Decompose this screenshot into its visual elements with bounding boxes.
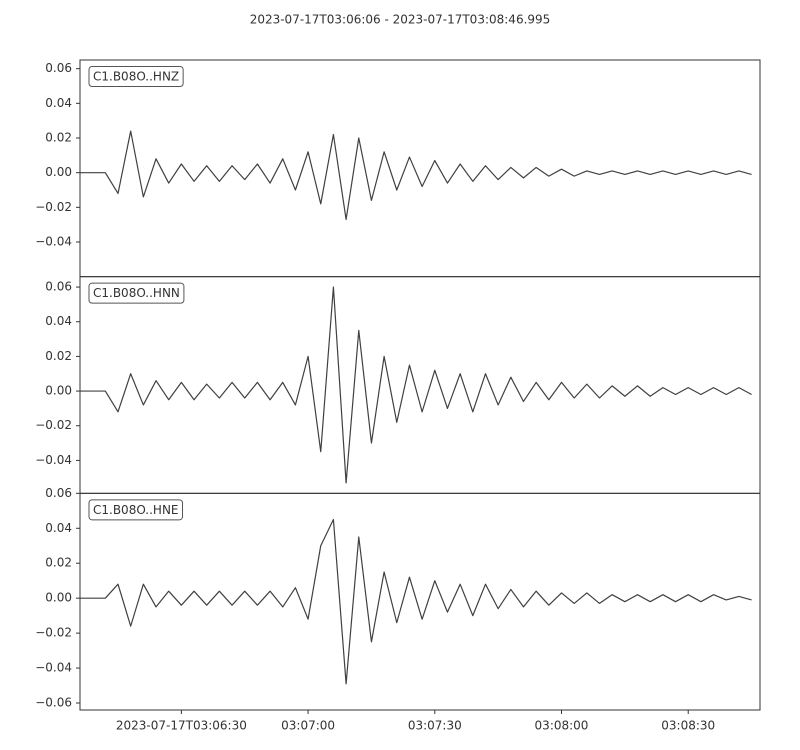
y-tick-label: −0.02 xyxy=(35,626,72,640)
waveform xyxy=(80,518,752,685)
panel-frame xyxy=(79,276,761,494)
x-tick-label: 2023-07-17T03:06:30 xyxy=(116,719,247,733)
panel-frame xyxy=(79,492,761,711)
x-tick-label: 03:08:00 xyxy=(535,719,589,733)
y-tick-label: −0.06 xyxy=(35,696,72,710)
y-tick-label: −0.04 xyxy=(35,661,72,675)
y-tick-label: 0.04 xyxy=(45,96,72,110)
panel-frame xyxy=(79,59,761,278)
y-tick-label: 0.02 xyxy=(45,131,72,145)
y-tick-label: 0.06 xyxy=(45,280,72,294)
y-tick-label: 0.04 xyxy=(45,521,72,535)
y-tick-label: 0.06 xyxy=(45,486,72,500)
y-tick-label: 0.02 xyxy=(45,349,72,363)
x-tick-label: 03:08:30 xyxy=(661,719,715,733)
y-tick-label: 0.00 xyxy=(45,591,72,605)
y-tick-label: −0.02 xyxy=(35,200,72,214)
y-tick-label: −0.02 xyxy=(35,418,72,432)
trace-label-box xyxy=(88,66,184,87)
waveform xyxy=(80,286,752,484)
y-tick-label: 0.00 xyxy=(45,384,72,398)
y-tick-label: 0.02 xyxy=(45,556,72,570)
y-tick-label: 0.06 xyxy=(45,61,72,75)
x-tick-label: 03:07:30 xyxy=(408,719,462,733)
y-tick-label: 0.04 xyxy=(45,314,72,328)
trace-label-box xyxy=(88,499,183,521)
trace-label: C1.B08O..HNE xyxy=(93,503,179,517)
y-tick-label: −0.04 xyxy=(35,453,72,467)
trace-label-box xyxy=(88,282,185,304)
trace-label: C1.B08O..HNN xyxy=(93,286,180,300)
y-tick-label: 0.00 xyxy=(45,165,72,179)
waveform xyxy=(80,130,752,221)
y-tick-label: −0.04 xyxy=(35,235,72,249)
trace-label: C1.B08O..HNZ xyxy=(93,70,179,84)
chart-title: 2023-07-17T03:06:06 - 2023-07-17T03:08:4… xyxy=(250,13,551,27)
x-tick-label: 03:07:00 xyxy=(281,719,335,733)
